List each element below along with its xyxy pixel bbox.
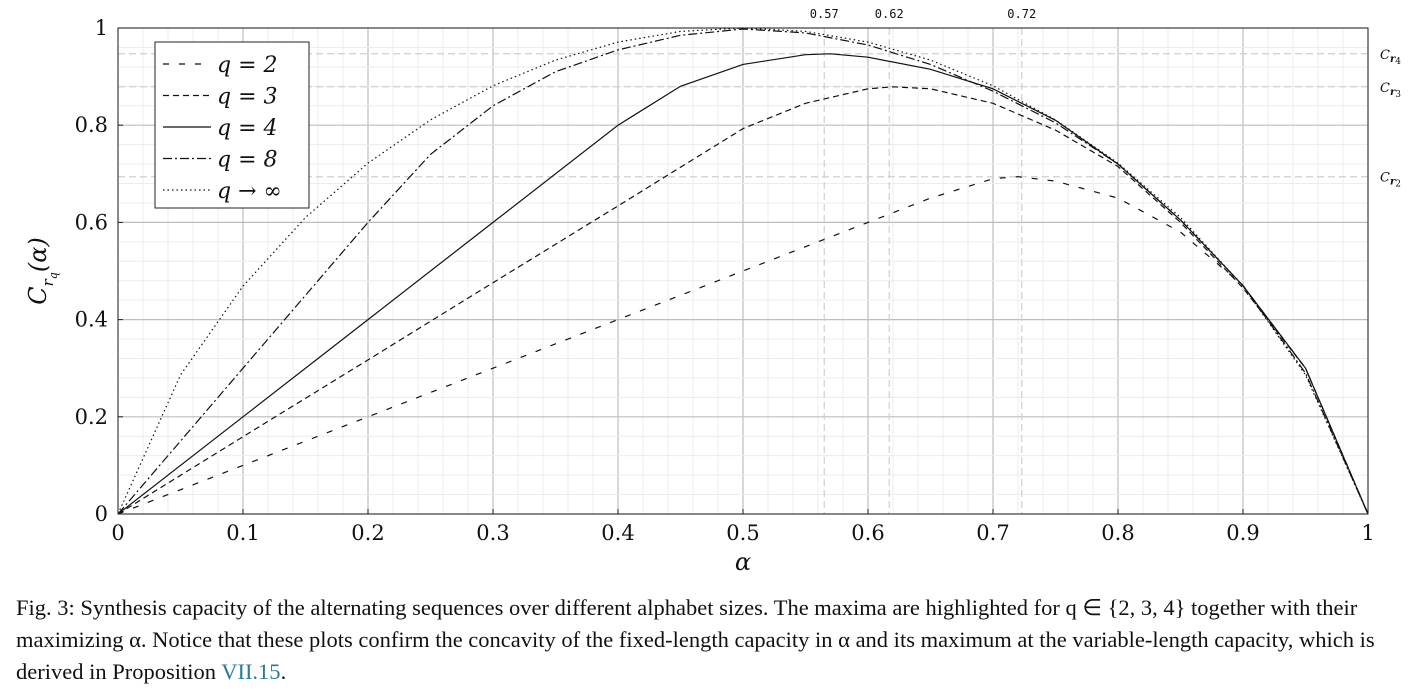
series-line-2	[117, 86, 1369, 515]
caption-end: .	[280, 659, 287, 684]
maximum-guide-lines	[118, 28, 1368, 514]
x-tick-label: 0.8	[1101, 521, 1134, 545]
y-tick-label: 0.6	[75, 210, 108, 234]
y-tick-label: 0	[95, 502, 108, 526]
y-tick-label: 0.2	[75, 405, 108, 429]
y-tick-label: 1	[95, 16, 108, 40]
x-tick-label: 0.1	[226, 521, 259, 545]
x-axis-title: α	[735, 548, 751, 576]
y-tick-label: 0.8	[75, 113, 108, 137]
legend: q = 2 q = 3 q = 4 q = 8 q → ∞	[154, 41, 310, 209]
legend-box	[154, 41, 310, 209]
x-tick-label: 0.3	[476, 521, 509, 545]
x-tick-label: 1	[1361, 521, 1374, 545]
proposition-link[interactable]: VII.15	[221, 659, 281, 684]
maximizer-tick-label: 0.62	[875, 7, 904, 21]
legend-label: q → ∞	[217, 179, 282, 204]
axis-ticks: 0 0.1 0.2 0.3 0.4 0.5 0.6 0.7 0.8 0.9 1 0 0.2 0.4 0.6 0…	[75, 7, 1402, 545]
figure-caption: Fig. 3: Synthesis capacity of the altern…	[16, 592, 1416, 688]
max-level-tick-label: Cr2	[1380, 171, 1401, 190]
maximizer-tick-label: 0.72	[1007, 7, 1036, 21]
x-tick-label: 0.5	[726, 521, 759, 545]
x-tick-label: 0.2	[351, 521, 384, 545]
legend-label: q = 4	[217, 116, 278, 141]
y-axis-title: Crq(α)	[24, 237, 60, 305]
maximizer-tick-label: 0.57	[810, 7, 839, 21]
series-line-3	[117, 53, 1369, 515]
y-tick-label: 0.4	[75, 308, 108, 332]
caption-text: Fig. 3: Synthesis capacity of the altern…	[16, 595, 1375, 684]
x-tick-label: 0	[111, 521, 124, 545]
x-tick-label: 0.7	[976, 521, 1009, 545]
x-tick-label: 0.4	[601, 521, 634, 545]
legend-label: q = 8	[217, 148, 278, 173]
max-level-tick-label: Cr4	[1380, 48, 1401, 67]
capacity-chart: 0 0.1 0.2 0.3 0.4 0.5 0.6 0.7 0.8 0.9 1 0 0.2 0.4 0.6 0…	[24, 7, 1402, 576]
legend-label: q = 3	[217, 85, 278, 110]
x-tick-label: 0.9	[1226, 521, 1259, 545]
x-tick-label: 0.6	[851, 521, 884, 545]
series-line-4	[117, 28, 1369, 515]
max-level-tick-label: Cr3	[1380, 81, 1401, 100]
legend-label: q = 2	[217, 53, 278, 78]
